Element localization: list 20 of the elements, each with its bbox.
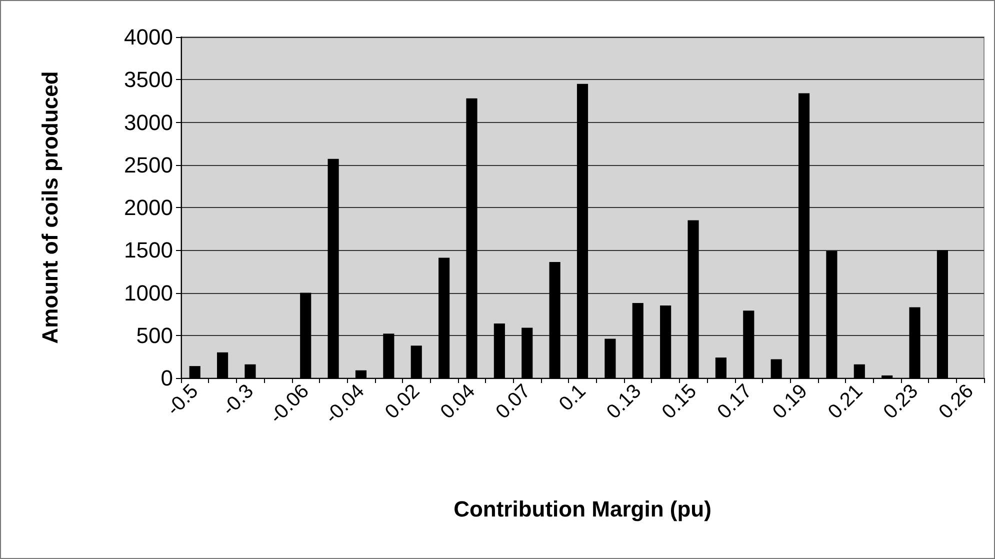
y-tick-label: 3000 bbox=[124, 110, 173, 135]
y-tick-label: 2500 bbox=[124, 152, 173, 178]
x-tick-label: 0.04 bbox=[436, 380, 480, 424]
y-tick-label: 2000 bbox=[124, 195, 173, 220]
y-tick-label: 1000 bbox=[124, 280, 173, 306]
y-tick-label: 3500 bbox=[124, 67, 173, 92]
y-tick-label: 500 bbox=[136, 322, 173, 348]
y-tick-label: 4000 bbox=[124, 24, 173, 50]
y-tick-label: 0 bbox=[160, 366, 173, 390]
x-tick-label: 0.19 bbox=[768, 380, 812, 424]
x-tick-label: 0.21 bbox=[824, 380, 868, 424]
x-axis-title: Contribution Margin (pu) bbox=[454, 496, 712, 522]
y-axis-title: Amount of coils produced bbox=[38, 71, 62, 344]
x-tick-label: -0.3 bbox=[218, 380, 258, 420]
x-tick-label: 0.26 bbox=[934, 380, 978, 424]
y-tick-label: 1500 bbox=[124, 238, 173, 263]
x-tick-label: 0.13 bbox=[602, 380, 646, 424]
x-tick-label: 0.23 bbox=[879, 380, 923, 424]
x-tick-label: 0.1 bbox=[555, 380, 590, 416]
x-tick-label: 0.02 bbox=[381, 380, 424, 424]
